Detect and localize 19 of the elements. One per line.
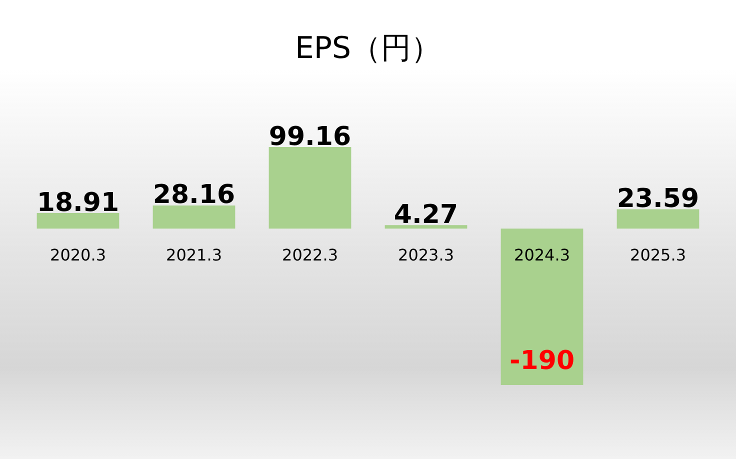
bar: [500, 228, 584, 385]
bar: [36, 213, 120, 229]
data-label: 99.16: [268, 122, 352, 152]
data-label: 18.91: [36, 188, 120, 218]
x-tick-label: 2024.3: [514, 245, 570, 264]
data-label: -190: [509, 346, 575, 376]
x-tick-label: 2021.3: [166, 245, 222, 264]
x-tick-label: 2022.3: [282, 245, 338, 264]
x-tick-label: 2023.3: [398, 245, 454, 264]
x-tick-label: 2025.3: [630, 245, 686, 264]
bar: [152, 205, 236, 229]
x-tick-label: 2020.3: [50, 245, 106, 264]
data-label: 23.59: [616, 184, 700, 214]
bar: [268, 147, 352, 229]
bar: [616, 209, 700, 229]
chart-title: EPS（円）: [294, 30, 442, 68]
bar: [384, 225, 468, 229]
data-label: 4.27: [394, 200, 458, 230]
data-label: 28.16: [152, 180, 236, 210]
